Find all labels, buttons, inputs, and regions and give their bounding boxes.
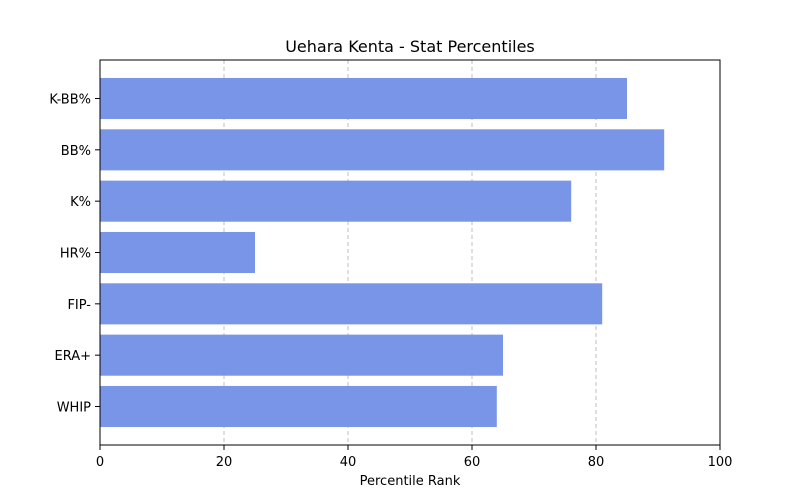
x-axis-ticks: 0 20 40 60 80 100: [96, 445, 733, 470]
x-tick-label: 80: [588, 455, 605, 470]
x-tick-label: 60: [464, 455, 481, 470]
y-tick-label: BB%: [61, 144, 91, 159]
y-tick-label: K%: [70, 195, 91, 210]
x-tick-label: 0: [96, 455, 104, 470]
y-tick-label: K-BB%: [49, 93, 91, 108]
bar: [100, 334, 503, 376]
y-axis-ticks: K-BB% BB% K% HR% FIP- ERA+ WHIP: [49, 93, 100, 416]
bar: [100, 180, 572, 222]
y-tick-label: WHIP: [57, 401, 91, 416]
chart-title: Uehara Kenta - Stat Percentiles: [285, 37, 535, 56]
y-tick-label: FIP-: [67, 298, 91, 313]
y-tick-label: ERA+: [54, 349, 91, 364]
bars: [100, 77, 665, 428]
x-tick-label: 40: [340, 455, 357, 470]
bar: [100, 283, 603, 325]
x-axis-label: Percentile Rank: [360, 474, 461, 489]
bar: [100, 231, 255, 274]
bar: [100, 385, 497, 428]
y-tick-label: HR%: [60, 247, 91, 262]
bar: [100, 129, 665, 171]
x-tick-label: 100: [708, 455, 733, 470]
x-tick-label: 20: [216, 455, 233, 470]
bar: [100, 77, 627, 120]
